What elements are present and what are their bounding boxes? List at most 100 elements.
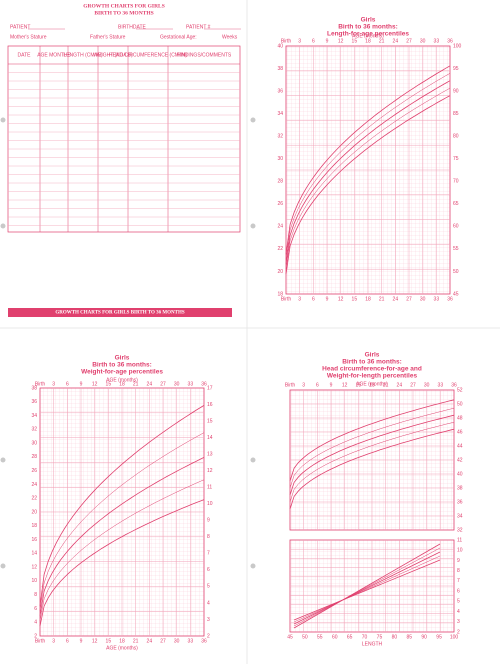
field-label: BIRTHDATE — [118, 24, 147, 30]
x-tick-label: Birth — [281, 296, 292, 302]
chart-title: Girls — [361, 17, 376, 24]
axis-label: AGE (months) — [352, 33, 384, 39]
y-tick-label: 10 — [31, 578, 37, 584]
y-tick-label: 7 — [457, 578, 460, 584]
percentile-curve — [285, 65, 451, 255]
percentile-line — [293, 555, 441, 623]
x-tick-label: 27 — [160, 381, 166, 387]
y-tick-label: 28 — [277, 179, 283, 185]
y-tick-label: 3 — [207, 617, 210, 623]
x-tick-label: 24 — [397, 382, 403, 388]
x-tick-label: 15 — [356, 382, 362, 388]
x-tick-label: 45 — [287, 634, 293, 640]
footer-text: GROWTH CHARTS FOR GIRLS BIRTH TO 36 MONT… — [55, 311, 185, 316]
y-tick-label: 90 — [453, 88, 459, 94]
y-tick-label: 30 — [31, 440, 37, 446]
chart-title: Birth to 36 months: — [338, 24, 398, 31]
x-tick-label: 36 — [201, 381, 207, 387]
footer-bar — [8, 308, 232, 317]
x-tick-label: 30 — [424, 382, 430, 388]
x-tick-label: 18 — [119, 381, 125, 387]
x-tick-label: 55 — [317, 634, 323, 640]
y-tick-label: 65 — [453, 201, 459, 207]
axis-label: AGE (months) — [106, 645, 138, 651]
y-tick-label: 22 — [31, 496, 37, 502]
y-tick-label: 16 — [207, 402, 213, 408]
field-label: PATIENT — [10, 24, 30, 30]
y-tick-label: 9 — [457, 558, 460, 564]
x-tick-label: 3 — [302, 382, 305, 388]
x-tick-label: 30 — [420, 38, 426, 44]
y-tick-label: 8 — [34, 592, 37, 598]
x-tick-label: 30 — [420, 296, 426, 302]
x-tick-label: 18 — [369, 382, 375, 388]
x-tick-label: 65 — [347, 634, 353, 640]
x-tick-label: 21 — [133, 638, 139, 644]
x-tick-label: 15 — [352, 296, 358, 302]
x-tick-label: 90 — [421, 634, 427, 640]
y-tick-label: 16 — [31, 537, 37, 543]
y-tick-label: 12 — [31, 564, 37, 570]
x-tick-label: 6 — [66, 381, 69, 387]
y-tick-label: 20 — [277, 269, 283, 275]
x-tick-label: 36 — [447, 38, 453, 44]
field-label: Father's Stature — [90, 34, 126, 40]
form-title: GROWTH CHARTS FOR GIRLS — [83, 3, 165, 9]
percentile-curve — [39, 432, 205, 612]
x-tick-label: Birth — [35, 381, 46, 387]
y-tick-label: 44 — [457, 443, 463, 449]
x-tick-label: Birth — [285, 382, 296, 388]
x-tick-label: Birth — [35, 638, 46, 644]
y-tick-label: 2 — [207, 633, 210, 639]
x-tick-label: 12 — [92, 638, 98, 644]
x-tick-label: 9 — [326, 38, 329, 44]
chart-title: Birth to 36 months: — [342, 359, 402, 366]
x-tick-label: 9 — [80, 638, 83, 644]
y-tick-label: 38 — [31, 385, 37, 391]
percentile-line — [293, 547, 441, 627]
x-tick-label: 36 — [447, 296, 453, 302]
x-tick-label: 3 — [52, 381, 55, 387]
x-tick-label: 12 — [342, 382, 348, 388]
punch-holes — [0, 117, 256, 569]
x-tick-label: 15 — [352, 38, 358, 44]
y-tick-label: 36 — [457, 499, 463, 505]
percentile-curve — [289, 421, 455, 503]
x-tick-label: 27 — [406, 296, 412, 302]
chart-title: Length-for-age percentiles — [327, 31, 409, 38]
x-tick-label: 70 — [362, 634, 368, 640]
y-tick-label: 36 — [31, 399, 37, 405]
y-tick-label: 9 — [207, 518, 210, 524]
axis-label: LENGTH — [362, 641, 383, 647]
column-header: HEAD CIRCUMFERENCE (CM/IN) — [109, 52, 187, 58]
x-tick-label: 3 — [52, 638, 55, 644]
percentile-curve — [289, 414, 455, 496]
chart-title: Head circumference-for-age and — [322, 366, 422, 373]
column-header: AGE MONTHS — [37, 52, 71, 58]
y-tick-label: 34 — [277, 111, 283, 117]
column-header: LENGTH (CM/IN) — [63, 52, 103, 58]
x-tick-label: Birth — [281, 38, 292, 44]
x-tick-label: 30 — [174, 381, 180, 387]
x-tick-label: 6 — [66, 638, 69, 644]
y-tick-label: 8 — [457, 568, 460, 574]
y-tick-label: 4 — [457, 609, 460, 615]
percentile-line — [293, 559, 441, 621]
column-header: DATE — [18, 52, 32, 58]
x-tick-label: 21 — [379, 38, 385, 44]
chart-title: Weight-for-age percentiles — [81, 369, 163, 376]
y-tick-label: 10 — [457, 548, 463, 554]
percentile-curve — [285, 87, 451, 270]
y-tick-label: 85 — [453, 111, 459, 117]
y-tick-label: 70 — [453, 179, 459, 185]
percentile-curve — [39, 457, 205, 617]
y-tick-label: 26 — [31, 468, 37, 474]
y-tick-label: 75 — [453, 156, 459, 162]
x-tick-label: 15 — [106, 638, 112, 644]
y-tick-label: 32 — [457, 527, 463, 533]
percentile-curve — [39, 405, 205, 607]
y-tick-label: 40 — [457, 471, 463, 477]
x-tick-label: 12 — [338, 296, 344, 302]
x-tick-label: 18 — [365, 296, 371, 302]
